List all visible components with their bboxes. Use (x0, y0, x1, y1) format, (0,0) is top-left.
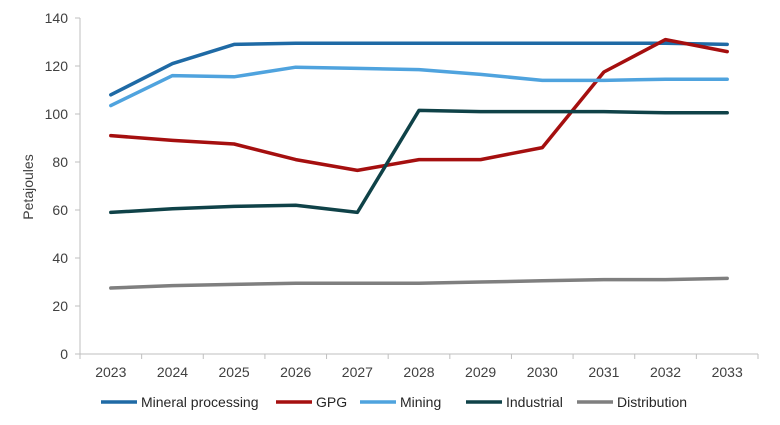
y-tick-label: 80 (52, 154, 68, 170)
x-tick-label: 2029 (465, 364, 496, 380)
legend-label: Mineral processing (141, 394, 259, 410)
data-point (170, 74, 174, 78)
data-point (355, 210, 359, 214)
data-point (540, 279, 544, 283)
data-point (664, 111, 668, 115)
data-point (602, 110, 606, 114)
y-tick-label: 0 (60, 346, 68, 362)
data-point (664, 38, 668, 42)
series-line-4 (109, 276, 729, 290)
data-point (725, 111, 729, 115)
data-point (109, 210, 113, 214)
y-axis-ticks: 0 20 40 60 80 100 120 140 (45, 10, 80, 362)
x-tick-label: 2027 (342, 364, 373, 380)
data-point (355, 66, 359, 70)
data-point (109, 93, 113, 97)
data-point (294, 65, 298, 69)
data-point (294, 203, 298, 207)
data-point (602, 278, 606, 282)
data-point (417, 41, 421, 45)
series-line-2 (109, 65, 729, 108)
y-axis-title: Petajoules (20, 154, 36, 219)
data-point (109, 286, 113, 290)
data-point (355, 168, 359, 172)
series-line-3 (109, 108, 729, 215)
data-point (232, 75, 236, 79)
x-tick-label: 2028 (403, 364, 434, 380)
legend-label: GPG (316, 394, 347, 410)
x-tick-label: 2023 (95, 364, 126, 380)
data-point (479, 280, 483, 284)
data-point (602, 41, 606, 45)
data-point (294, 158, 298, 162)
y-tick-label: 20 (52, 298, 68, 314)
legend-label: Distribution (617, 394, 687, 410)
x-tick-label: 2026 (280, 364, 311, 380)
x-tick-label: 2032 (650, 364, 681, 380)
data-point (540, 146, 544, 150)
data-point (664, 77, 668, 81)
data-point (540, 110, 544, 114)
data-point (109, 104, 113, 108)
data-point (479, 41, 483, 45)
legend-label: Industrial (506, 394, 563, 410)
data-point (725, 276, 729, 280)
data-point (170, 284, 174, 288)
data-point (232, 282, 236, 286)
data-point (355, 41, 359, 45)
data-point (294, 281, 298, 285)
series-line-1 (109, 37, 729, 173)
data-point (725, 77, 729, 81)
x-tick-label: 2033 (712, 364, 743, 380)
data-point (232, 142, 236, 146)
legend: Mineral processing GPG Mining Industrial Dis… (101, 394, 687, 410)
y-tick-label: 120 (45, 58, 69, 74)
data-point (725, 50, 729, 54)
y-tick-label: 40 (52, 250, 68, 266)
data-point (170, 62, 174, 66)
data-point (479, 110, 483, 114)
data-point (355, 281, 359, 285)
legend-label: Mining (400, 394, 441, 410)
x-tick-label: 2024 (157, 364, 188, 380)
x-tick-label: 2031 (588, 364, 619, 380)
data-point (725, 42, 729, 46)
series-layer (109, 37, 729, 290)
y-tick-label: 140 (45, 10, 69, 26)
data-point (232, 204, 236, 208)
data-point (417, 108, 421, 112)
data-point (232, 42, 236, 46)
series-line-0 (109, 41, 729, 97)
data-point (170, 207, 174, 211)
data-point (109, 134, 113, 138)
data-point (417, 158, 421, 162)
data-point (664, 278, 668, 282)
data-point (602, 78, 606, 82)
x-tick-label: 2025 (219, 364, 250, 380)
data-point (540, 78, 544, 82)
data-point (170, 138, 174, 142)
data-point (417, 281, 421, 285)
data-point (602, 70, 606, 74)
data-point (540, 41, 544, 45)
data-point (417, 68, 421, 72)
y-tick-label: 60 (52, 202, 68, 218)
data-point (479, 158, 483, 162)
y-tick-label: 100 (45, 106, 69, 122)
x-axis-ticks: 2023 2024 2025 2026 2027 2028 2029 2030 2031 2032… (79, 354, 759, 380)
axes (79, 18, 758, 355)
data-point (294, 41, 298, 45)
x-tick-label: 2030 (527, 364, 558, 380)
data-point (479, 72, 483, 76)
